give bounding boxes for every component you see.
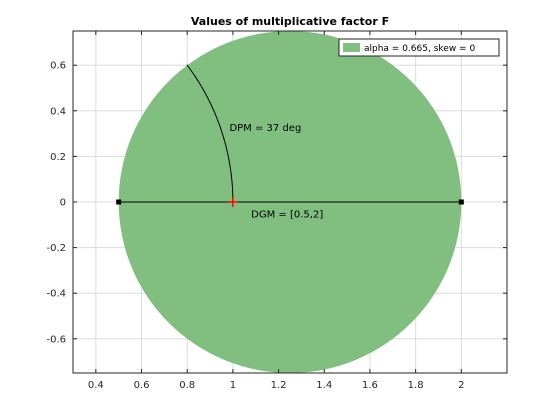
y-tick-label: 0.6	[50, 61, 66, 72]
dgm-endpoint-marker	[458, 199, 464, 205]
x-tick-label: 1	[230, 380, 236, 391]
plot-content	[116, 31, 464, 373]
nominal-point-marker	[227, 197, 238, 207]
legend-box	[338, 38, 500, 57]
x-tick-label: 0.8	[179, 380, 195, 391]
dgm-endpoint-marker	[116, 199, 122, 205]
x-axis-ticks: 0.4 0.6 0.8 1 1.2 1.4 1.6 1.8 2	[88, 31, 465, 391]
legend-swatch	[343, 43, 360, 52]
y-tick-label: 0.2	[50, 152, 66, 163]
y-tick-label: 0	[60, 198, 66, 209]
dpm-annotation: DPM = 37 deg	[229, 123, 301, 134]
x-tick-label: 1.8	[408, 380, 424, 391]
x-tick-label: 1.2	[271, 380, 287, 391]
x-tick-label: 0.4	[88, 380, 104, 391]
x-tick-label: 2	[458, 380, 464, 391]
y-tick-label: -0.4	[46, 289, 66, 300]
dpm-arc	[186, 64, 234, 203]
x-tick-label: 0.6	[134, 380, 150, 391]
x-tick-label: 1.6	[362, 380, 378, 391]
y-axis-ticks: -0.6 -0.4 -0.2 0 0.2 0.4 0.6	[46, 61, 507, 345]
chart-title: Values of multiplicative factor F	[191, 15, 389, 28]
legend: alpha = 0.665, skew = 0	[338, 38, 500, 57]
x-tick-label: 1.4	[316, 380, 332, 391]
y-tick-label: 0.4	[50, 106, 66, 117]
dgm-annotation: DGM = [0.5,2]	[251, 209, 323, 220]
legend-entry: alpha = 0.665, skew = 0	[364, 44, 475, 54]
y-tick-label: -0.2	[46, 243, 66, 254]
y-tick-label: -0.6	[46, 334, 66, 345]
